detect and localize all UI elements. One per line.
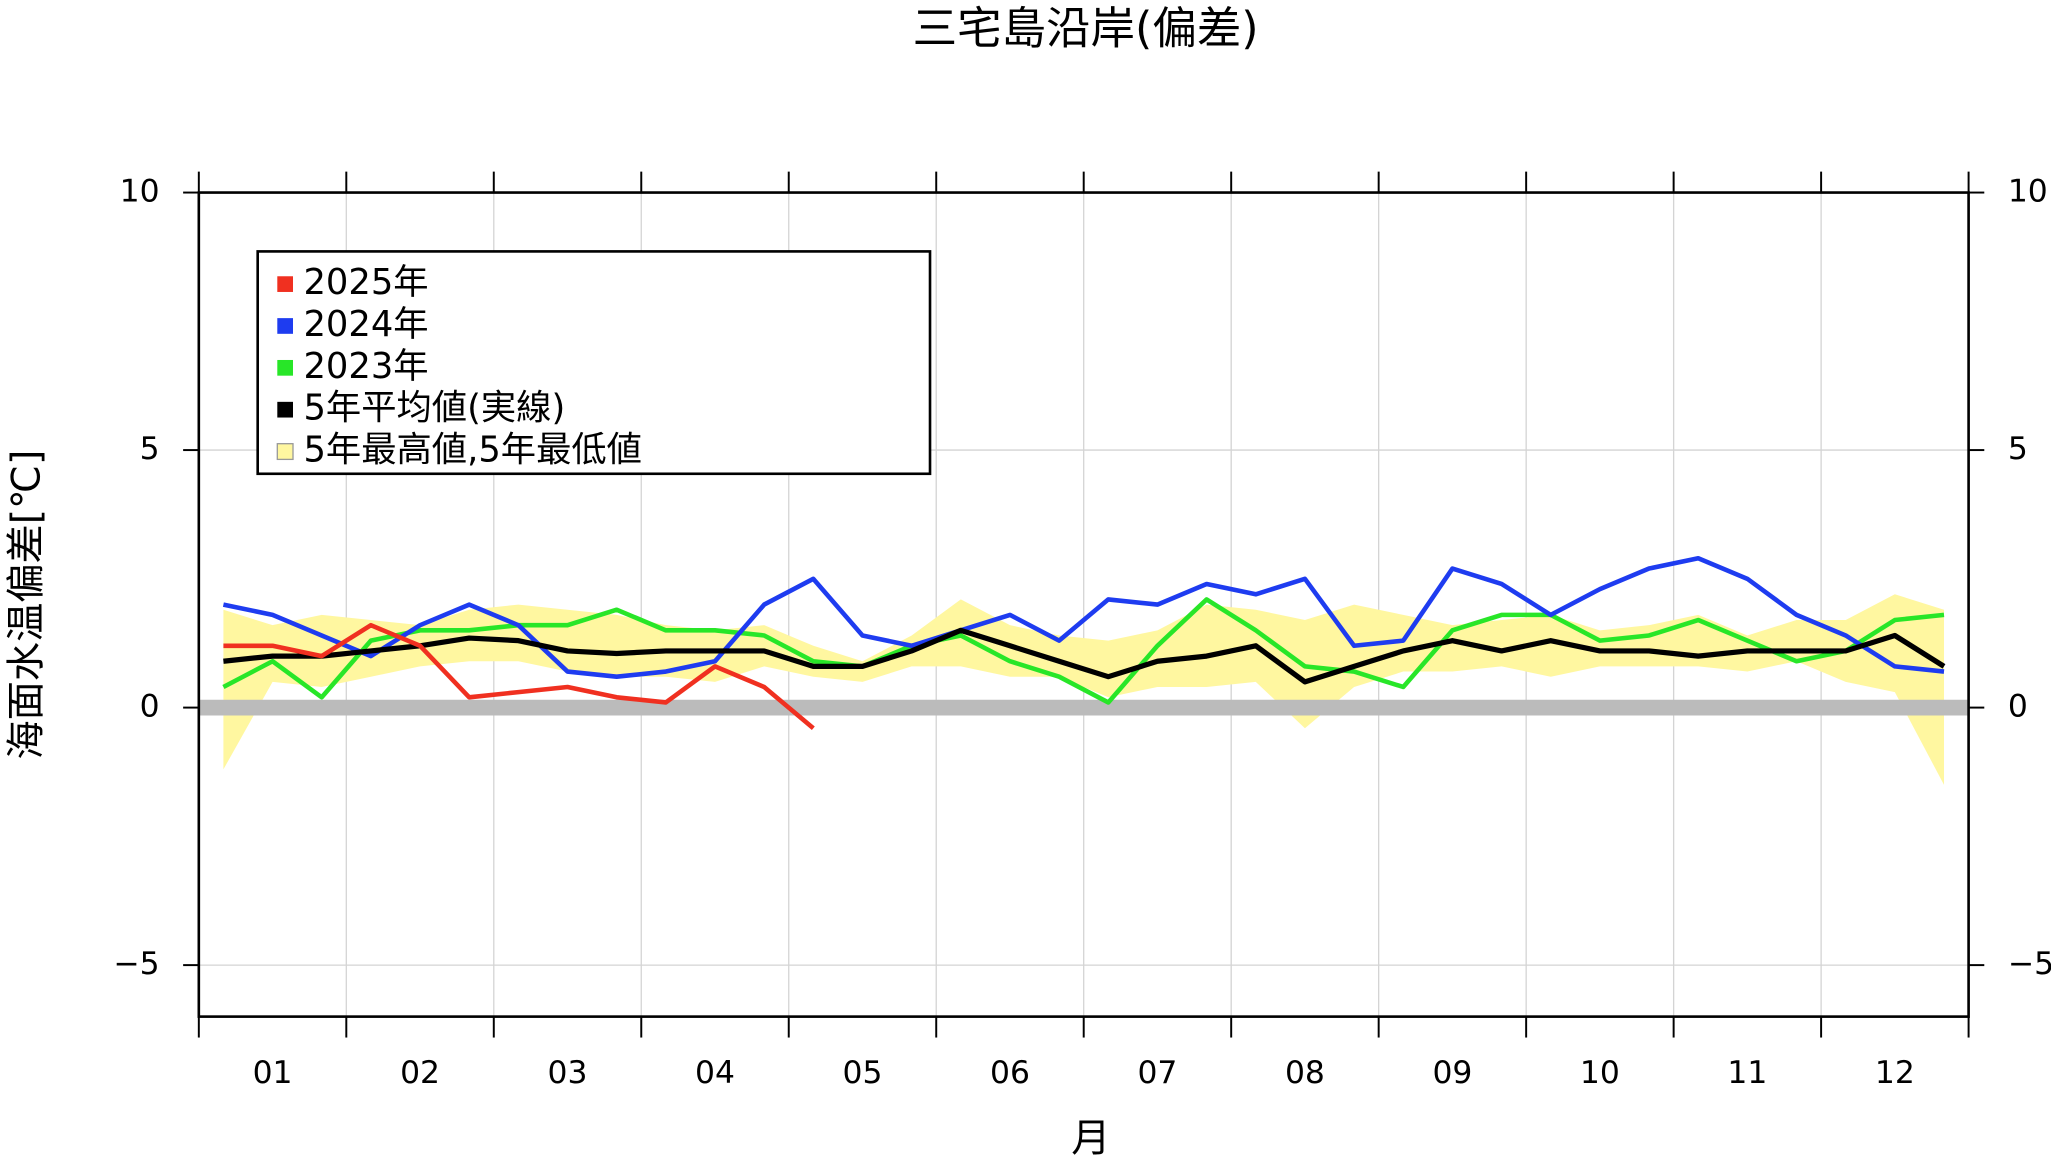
x-tick-label: 07 (1137, 1055, 1177, 1091)
y-tick-label: 10 (120, 174, 160, 210)
legend-swatch (277, 359, 293, 376)
series-line (222, 555, 1945, 679)
y-axis-label: 海面水温偏差[℃] (4, 450, 49, 760)
series-line (222, 597, 1945, 705)
x-tick-label: 03 (548, 1055, 588, 1091)
y-tick-label-right: 5 (2008, 431, 2028, 467)
x-tick-label: 01 (253, 1055, 293, 1091)
chart-title: 三宅島沿岸(偏差) (913, 4, 1259, 55)
legend-swatch (277, 401, 293, 418)
legend-swatch (277, 318, 293, 334)
legend-swatch (277, 276, 293, 292)
legend-box (256, 250, 932, 476)
legend-label: 2025年 (303, 262, 428, 303)
range-band (223, 594, 1945, 785)
legend-label: 2024年 (303, 304, 428, 345)
x-axis-label: 月 (1071, 1116, 1110, 1161)
y-tick-label: 0 (140, 689, 160, 725)
legend-label: 2023年 (303, 346, 428, 387)
legend-swatch (276, 443, 294, 461)
x-tick-label: 11 (1727, 1055, 1767, 1091)
x-tick-label: 10 (1580, 1055, 1620, 1091)
x-tick-label: 12 (1875, 1055, 1915, 1091)
series-line (223, 627, 1946, 685)
legend-label: 5年最高値,5年最低値 (303, 430, 642, 471)
series-line (223, 622, 815, 730)
x-tick-label: 08 (1285, 1055, 1325, 1091)
x-tick-label: 09 (1432, 1055, 1472, 1091)
legend-label: 5年平均値(実線) (303, 388, 565, 429)
y-tick-label-right: −5 (2008, 946, 2051, 982)
x-tick-label: 05 (843, 1055, 883, 1091)
y-tick-label-right: 0 (2008, 689, 2028, 725)
x-tick-label: 02 (400, 1055, 440, 1091)
x-tick-label: 06 (990, 1055, 1030, 1091)
plot-frame (197, 191, 1970, 1018)
y-tick-label: −5 (113, 946, 159, 982)
x-tick-label: 04 (695, 1055, 735, 1091)
y-tick-label: 5 (140, 431, 160, 467)
y-tick-label-right: 10 (2008, 174, 2048, 210)
